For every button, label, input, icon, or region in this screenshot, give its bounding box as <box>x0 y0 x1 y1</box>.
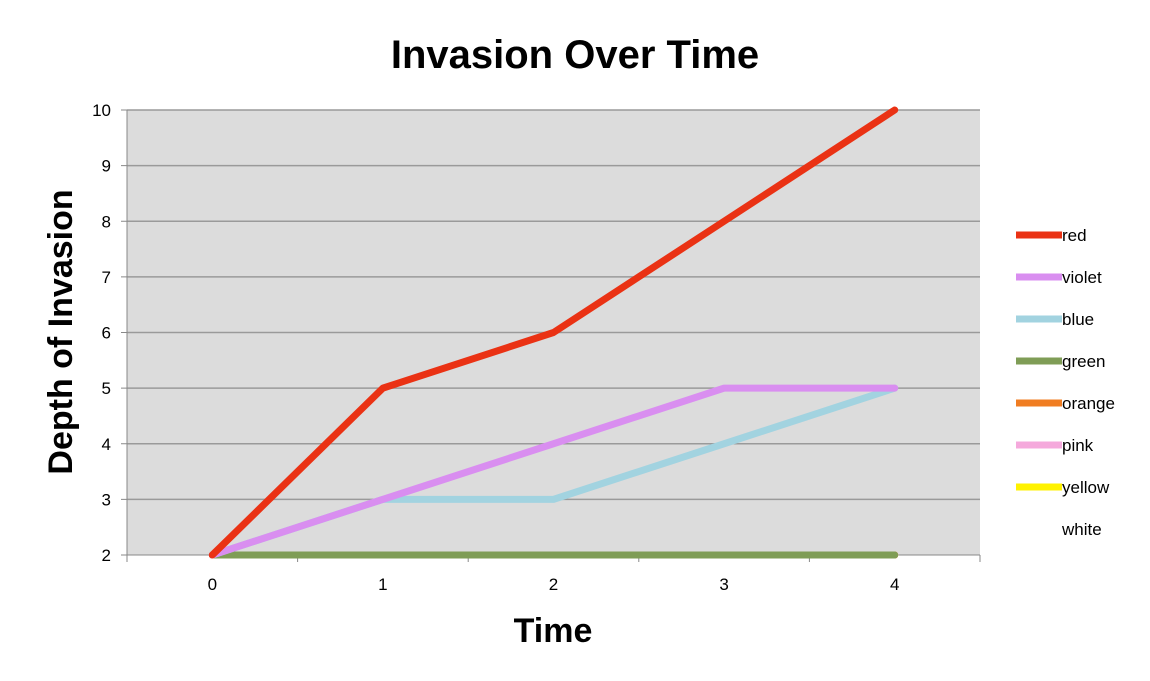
legend-label-green: green <box>1062 352 1105 371</box>
y-tick-label: 6 <box>102 324 111 343</box>
legend-label-violet: violet <box>1062 268 1102 287</box>
x-tick-label: 0 <box>208 575 217 594</box>
y-tick-label: 10 <box>92 101 111 120</box>
y-tick-label: 2 <box>102 546 111 565</box>
legend-label-blue: blue <box>1062 310 1094 329</box>
legend-label-orange: orange <box>1062 394 1115 413</box>
x-tick-label: 2 <box>549 575 558 594</box>
y-tick-label: 3 <box>102 490 111 509</box>
x-tick-label: 1 <box>378 575 387 594</box>
chart-title: Invasion Over Time <box>391 33 759 77</box>
legend-label-pink: pink <box>1062 436 1094 455</box>
y-tick-label: 7 <box>102 268 111 287</box>
legend-label-yellow: yellow <box>1062 478 1110 497</box>
legend: red violet blue green orange pink yellow white <box>1016 226 1115 539</box>
x-tick-label: 4 <box>890 575 899 594</box>
y-tick-labels: 2 3 4 5 6 7 8 9 10 <box>92 101 111 565</box>
y-tick-label: 9 <box>102 157 111 176</box>
x-tick-labels: 0 1 2 3 4 <box>208 575 900 594</box>
legend-label-red: red <box>1062 226 1087 245</box>
x-tick-label: 3 <box>719 575 728 594</box>
series-line-violet <box>208 384 899 559</box>
series-lines <box>208 106 899 559</box>
y-tick-label: 8 <box>102 212 111 231</box>
y-tick-label: 4 <box>102 435 111 454</box>
series-line-red <box>208 106 899 559</box>
legend-label-white: white <box>1061 520 1102 539</box>
x-axis-title: Time <box>514 612 593 650</box>
y-tick-label: 5 <box>102 379 111 398</box>
y-axis-title: Depth of Invasion <box>42 189 80 474</box>
